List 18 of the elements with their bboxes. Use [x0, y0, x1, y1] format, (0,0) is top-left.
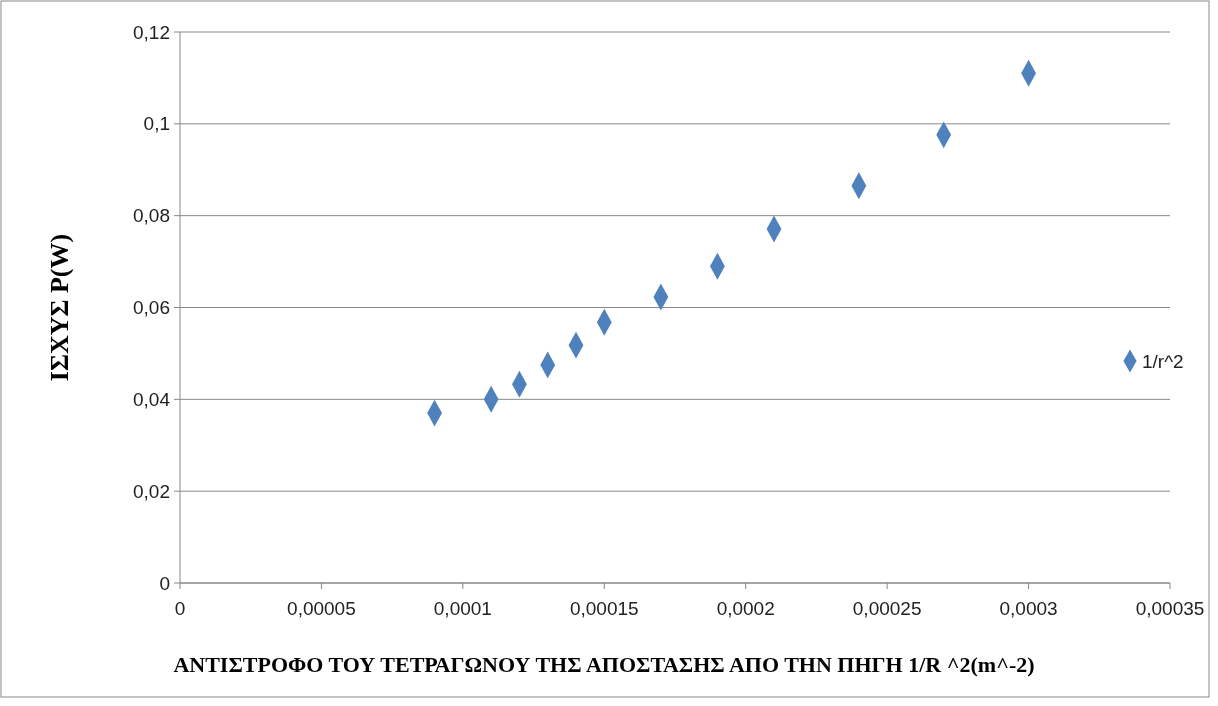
- x-tick-label: 0,00015: [569, 598, 639, 619]
- y-tick-label: 0,1: [143, 113, 170, 135]
- y-tick-label: 0,06: [133, 297, 170, 319]
- x-tick-label: 0,00005: [287, 598, 356, 619]
- y-tick-label: 0,08: [133, 205, 170, 227]
- x-axis-title: ΑΝΤΙΣΤΡΟΦΟ ΤΟΥ ΤΕΤΡΑΓΩΝΟΥ ΤΗΣ ΑΠΟΣΤΑΣΗΣ ΑΠΟ ΤΗΝ ΠΗΓΗ 1/R ^2(m^-2): [173, 652, 1035, 677]
- y-axis-title: ΙΣΧΥΣ P(W): [45, 233, 74, 382]
- x-tick-label: 0: [174, 598, 186, 619]
- x-tick-label: 0,0003: [999, 598, 1058, 619]
- y-tick-label: 0,04: [133, 388, 171, 410]
- x-tick-label: 0,00025: [852, 598, 922, 619]
- x-tick-label: 0,0002: [716, 598, 775, 619]
- x-tick-label: 0,0001: [433, 598, 492, 619]
- y-tick-label: 0,12: [133, 21, 170, 43]
- legend-label: 1/r^2: [1142, 350, 1184, 372]
- x-tick-label: 0,00035: [1135, 598, 1205, 619]
- y-tick-label: 0,02: [133, 480, 170, 502]
- y-tick-label: 0: [159, 572, 170, 594]
